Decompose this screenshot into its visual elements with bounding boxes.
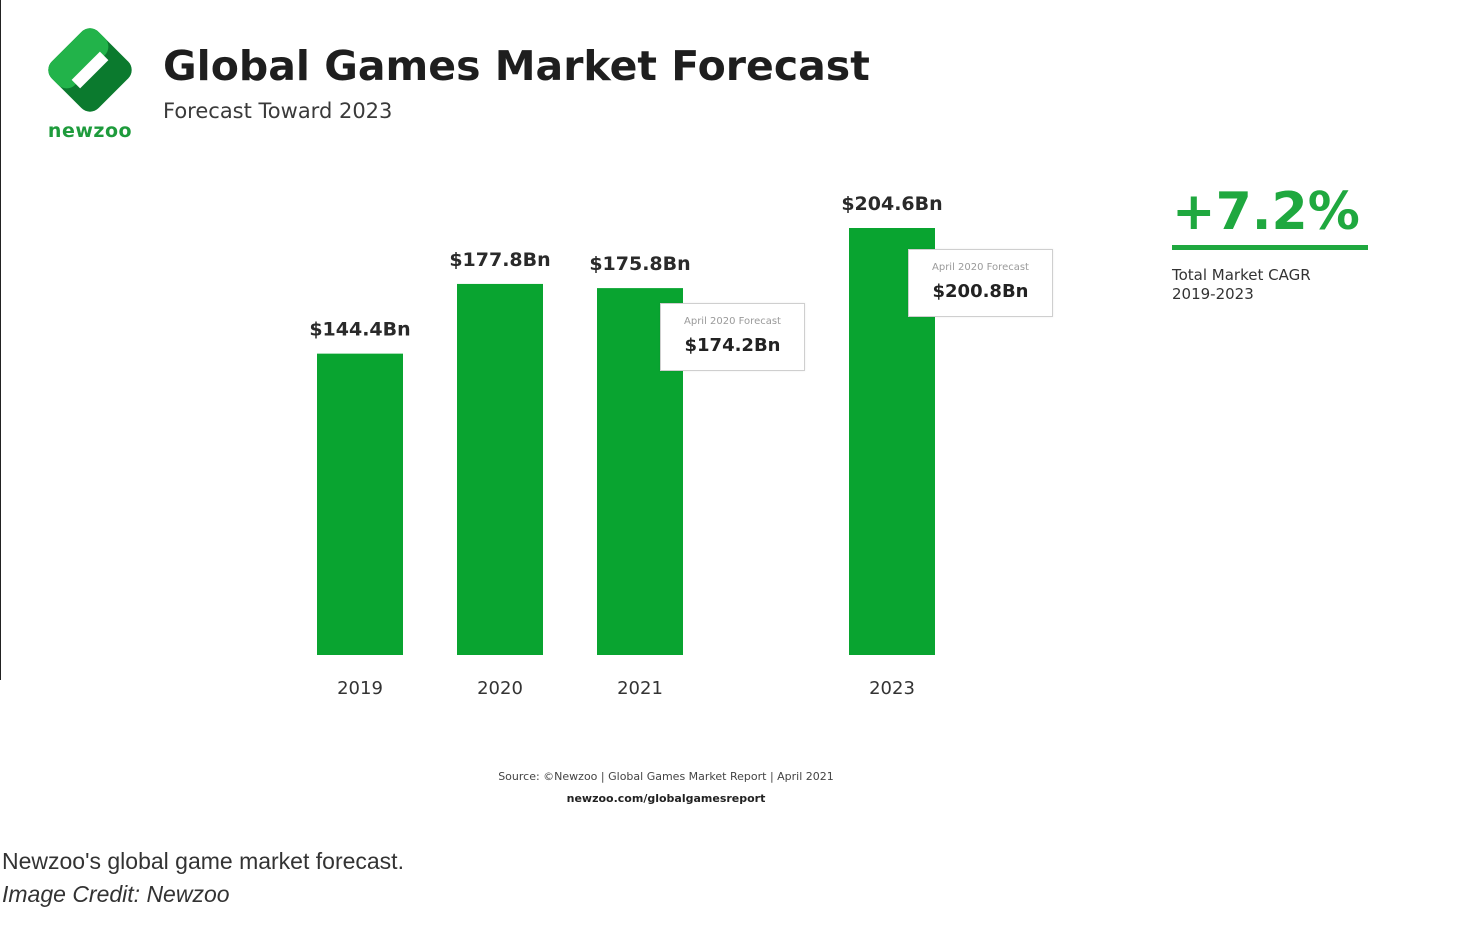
x-tick-2023: 2023	[869, 678, 915, 699]
left-border-line	[0, 0, 1, 680]
x-tick-2019: 2019	[337, 678, 383, 699]
image-caption: Newzoo's global game market forecast.	[2, 848, 404, 874]
source-url: newzoo.com/globalgamesreport	[566, 792, 766, 805]
x-tick-2021: 2021	[617, 678, 663, 699]
source-line: Source: ©Newzoo | Global Games Market Re…	[498, 770, 834, 783]
chart-title: Global Games Market Forecast	[163, 42, 870, 90]
forecast-caption: April 2020 Forecast	[684, 316, 781, 327]
bar-2020	[457, 283, 543, 655]
cagr-label-line1: Total Market CAGR	[1172, 266, 1311, 284]
data-label-2019: $144.4Bn	[309, 319, 410, 341]
data-label-2020: $177.8Bn	[449, 249, 550, 271]
cagr-label-line2: 2019-2023	[1172, 285, 1254, 303]
forecast-value: $200.8Bn	[932, 281, 1029, 302]
bar-2019	[317, 353, 403, 655]
newzoo-logo: newzoo	[38, 22, 142, 152]
cagr-label: Total Market CAGR 2019-2023	[1172, 266, 1372, 304]
data-label-2021: $175.8Bn	[589, 253, 690, 275]
cagr-panel: +7.2% Total Market CAGR 2019-2023	[1172, 182, 1372, 304]
image-credit: Image Credit: Newzoo	[2, 881, 230, 907]
forecast-box-2023: April 2020 Forecast $200.8Bn	[908, 249, 1053, 317]
brand-name: newzoo	[47, 120, 133, 142]
x-tick-2020: 2020	[477, 678, 523, 699]
cagr-value: +7.2%	[1172, 182, 1360, 242]
forecast-caption: April 2020 Forecast	[932, 262, 1029, 273]
forecast-value: $174.2Bn	[684, 335, 781, 356]
newzoo-logo-icon	[48, 28, 132, 112]
cagr-underline	[1172, 245, 1368, 250]
chart-subtitle: Forecast Toward 2023	[163, 99, 393, 123]
data-label-2023: $204.6Bn	[841, 193, 942, 215]
forecast-box-2021: April 2020 Forecast $174.2Bn	[660, 303, 805, 371]
